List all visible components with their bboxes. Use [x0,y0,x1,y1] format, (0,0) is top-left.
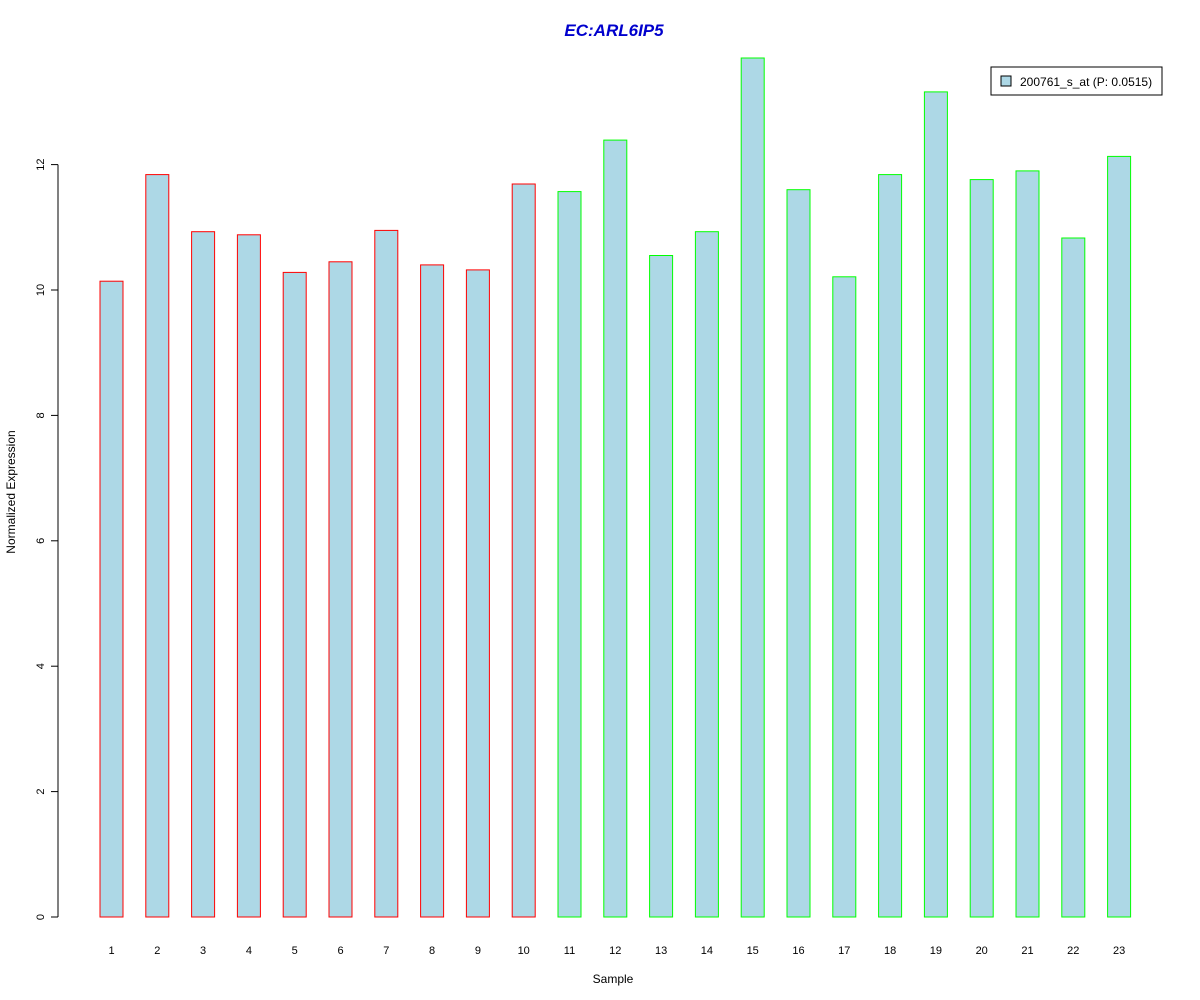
legend: 200761_s_at (P: 0.0515) [990,66,1163,96]
x-tick-label: 19 [930,945,942,957]
x-tick-label: 2 [154,945,160,957]
x-tick-label: 16 [792,945,804,957]
x-tick-label: 11 [564,945,575,957]
bar-sample-19 [923,91,948,918]
bar-sample-17 [832,276,857,918]
bar-sample-2 [145,174,170,918]
x-tick-label: 12 [609,945,621,957]
legend-swatch [1000,75,1012,87]
x-tick-label: 18 [884,945,896,957]
bar-sample-18 [878,174,903,918]
chart-title: EC:ARL6IP5 [564,21,664,40]
x-tick-label: 3 [200,945,206,957]
x-tick-label: 5 [292,945,298,957]
bar-sample-6 [328,261,353,918]
bar-sample-16 [786,189,811,918]
bar-sample-13 [649,255,674,918]
bar-sample-3 [191,231,216,918]
bar-sample-10 [511,183,536,918]
legend-box [990,66,1163,96]
y-axis: 0 2 4 6 8 10 12 [35,158,59,920]
bar-sample-8 [420,264,445,918]
x-tick-label: 8 [429,945,435,957]
bar-sample-14 [694,231,719,918]
y-tick-label: 12 [35,158,47,170]
x-tick-label: 20 [976,945,988,957]
x-tick-label: 7 [383,945,389,957]
bar-sample-12 [603,139,628,918]
x-tick-label: 13 [655,945,667,957]
bar-sample-11 [557,191,582,918]
y-tick-label: 10 [35,284,47,296]
x-tick-label: 4 [246,945,252,957]
bars [99,57,1132,918]
y-tick-label: 6 [35,538,47,544]
bar-sample-23 [1107,155,1132,918]
bar-sample-9 [465,269,490,918]
y-tick-label: 8 [35,412,47,418]
x-tick-label: 1 [108,945,114,957]
bar-sample-20 [969,179,994,918]
bar-sample-5 [282,271,307,918]
x-tick-label: 6 [337,945,343,957]
x-tick-label: 14 [701,945,713,957]
bar-sample-15 [740,57,765,918]
bar-sample-1 [99,280,124,918]
bar-sample-22 [1061,237,1086,918]
x-tick-label: 9 [475,945,481,957]
bar-sample-7 [374,229,399,918]
x-tick-label: 23 [1113,945,1125,957]
y-tick-label: 4 [35,663,47,669]
x-axis-label: Sample [593,972,634,986]
x-tick-label: 17 [838,945,850,957]
y-tick-label: 0 [35,914,47,920]
y-tick-label: 2 [35,789,47,795]
x-tick-label: 21 [1021,945,1033,957]
bar-sample-21 [1015,170,1040,918]
bar-sample-4 [236,234,261,918]
x-axis-tick-labels: 1 2 3 4 5 6 7 8 9 10 11 12 13 14 15 16 17 18 19 20 21 22 23 [108,945,1125,957]
y-axis-label: Normalized Expression [4,430,18,553]
x-tick-label: 22 [1067,945,1079,957]
legend-label: 200761_s_at (P: 0.0515) [1020,75,1152,89]
x-tick-label: 15 [747,945,759,957]
x-tick-label: 10 [518,945,530,957]
